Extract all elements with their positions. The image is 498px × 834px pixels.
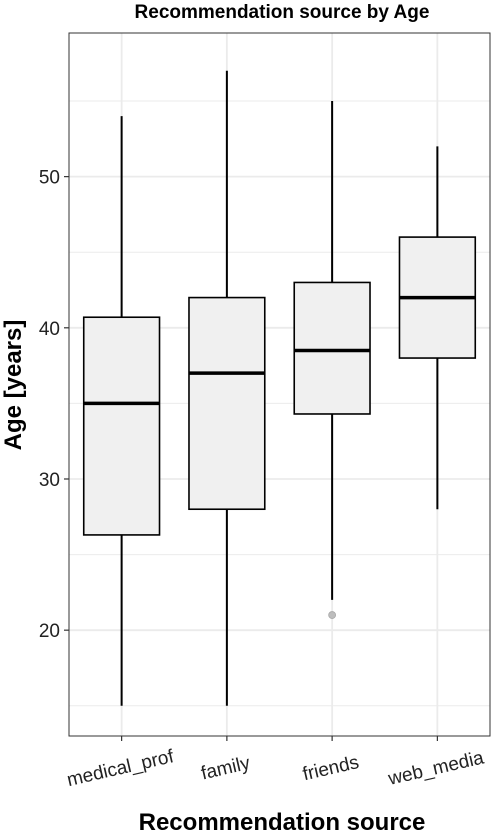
outlier-point [328,611,337,619]
x-axis-title: Recommendation source [139,809,426,834]
y-axis: 20 30 40 50 [39,168,69,642]
x-tick-label: family [199,753,253,785]
iqr-box [293,281,371,415]
x-axis: medical_prof family friends web_media [65,736,486,791]
iqr-box [188,296,266,511]
y-tick-label: 50 [39,168,60,189]
y-tick-label: 30 [39,470,60,491]
chart-title: Recommendation source by Age [135,2,430,23]
plot-panel-border [68,32,491,737]
iqr-box [82,316,161,536]
box-web_media [398,146,477,510]
boxes-layer [82,70,477,706]
y-tick-label: 20 [39,621,60,642]
box-friends [293,101,371,619]
x-tick-label: medical_prof [65,746,176,791]
x-tick-label: friends [301,752,361,785]
box-medical_prof [82,116,161,706]
x-tick-label: web_media [385,747,486,790]
box-family [188,70,266,706]
y-tick-label: 40 [39,319,60,340]
y-axis-title: Age [years] [0,320,27,451]
